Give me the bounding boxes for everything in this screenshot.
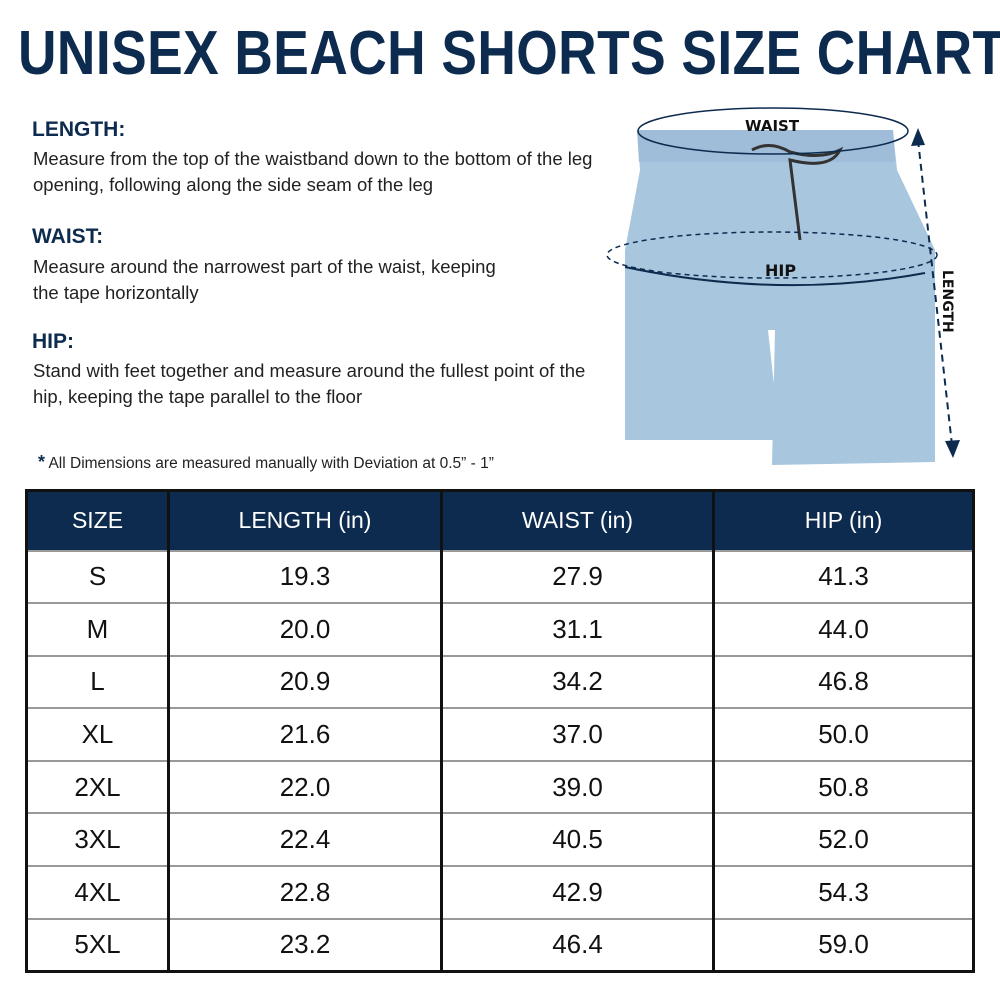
cell-size: 5XL [26,917,169,972]
waist-label: WAIST [745,117,800,135]
cell-waist: 46.4 [440,917,714,972]
shorts-diagram: WAIST HIP LENGTH [606,107,960,465]
length-arrow-line [917,139,953,446]
cell-size: M [26,602,169,656]
cell-waist: 42.9 [440,865,714,919]
cell-size: S [26,549,169,604]
cell-waist: 39.0 [440,759,714,814]
table-row: L 20.9 34.2 46.8 [26,654,974,709]
cell-hip: 50.8 [712,759,974,814]
cell-hip: 41.3 [712,549,974,604]
table-row: XL 21.6 37.0 50.0 [26,707,974,761]
cell-length: 20.0 [167,602,442,656]
cell-waist: 27.9 [440,549,714,604]
cell-waist: 31.1 [440,602,714,656]
table-row: 4XL 22.8 42.9 54.3 [26,865,974,919]
hip-label: HIP [765,261,796,280]
cell-waist: 34.2 [440,654,714,709]
page-title: UNISEX BEACH SHORTS SIZE CHART [18,19,1000,88]
cell-length: 21.6 [167,707,442,761]
cell-size: 4XL [26,865,169,919]
waist-heading: WAIST: [32,225,104,248]
drawstring [751,144,844,241]
table-row: 5XL 23.2 46.4 59.0 [26,917,974,972]
hip-description: Stand with feet together and measure aro… [33,360,586,407]
cell-size: XL [26,707,169,761]
cell-hip: 50.0 [712,707,974,761]
hip-heading: HIP: [32,330,74,353]
header-waist: WAIST (in) [440,490,714,551]
table-header-row: SIZE LENGTH (in) WAIST (in) HIP (in) [26,490,974,551]
cell-length: 19.3 [167,549,442,604]
cell-size: 3XL [26,812,169,867]
cell-size: 2XL [26,759,169,814]
cell-length: 20.9 [167,654,442,709]
length-arrow-up-icon [911,128,925,146]
waist-description: Measure around the narrowest part of the… [33,256,496,303]
cell-size: L [26,654,169,709]
table-row: S 19.3 27.9 41.3 [26,549,974,604]
note-text: All Dimensions are measured manually wit… [48,455,494,472]
table-row: 2XL 22.0 39.0 50.8 [26,759,974,814]
size-table: SIZE LENGTH (in) WAIST (in) HIP (in) S 19… [25,489,975,973]
cell-hip: 59.0 [712,917,974,972]
hip-measure-ellipse [606,231,938,279]
cell-waist: 37.0 [440,707,714,761]
hip-front-line [624,266,926,287]
cell-hip: 44.0 [712,602,974,656]
deviation-note: * All Dimensions are measured manually w… [38,452,494,473]
length-heading: LENGTH: [32,118,126,141]
cell-length: 22.4 [167,812,442,867]
cell-waist: 40.5 [440,812,714,867]
header-length: LENGTH (in) [167,490,442,551]
waist-measure-ellipse [637,107,909,155]
table-row: 3XL 22.4 40.5 52.0 [26,812,974,867]
cell-length: 22.0 [167,759,442,814]
table-row: M 20.0 31.1 44.0 [26,602,974,656]
cell-hip: 52.0 [712,812,974,867]
header-hip: HIP (in) [712,490,974,551]
cell-hip: 54.3 [712,865,974,919]
length-label: LENGTH [939,270,955,333]
length-arrow-down-icon [945,440,960,458]
length-description: Measure from the top of the waistband do… [33,148,593,195]
cell-hip: 46.8 [712,654,974,709]
asterisk: * [38,452,46,472]
cell-length: 23.2 [167,917,442,972]
cell-length: 22.8 [167,865,442,919]
header-size: SIZE [26,490,169,551]
shorts-body [625,130,935,465]
